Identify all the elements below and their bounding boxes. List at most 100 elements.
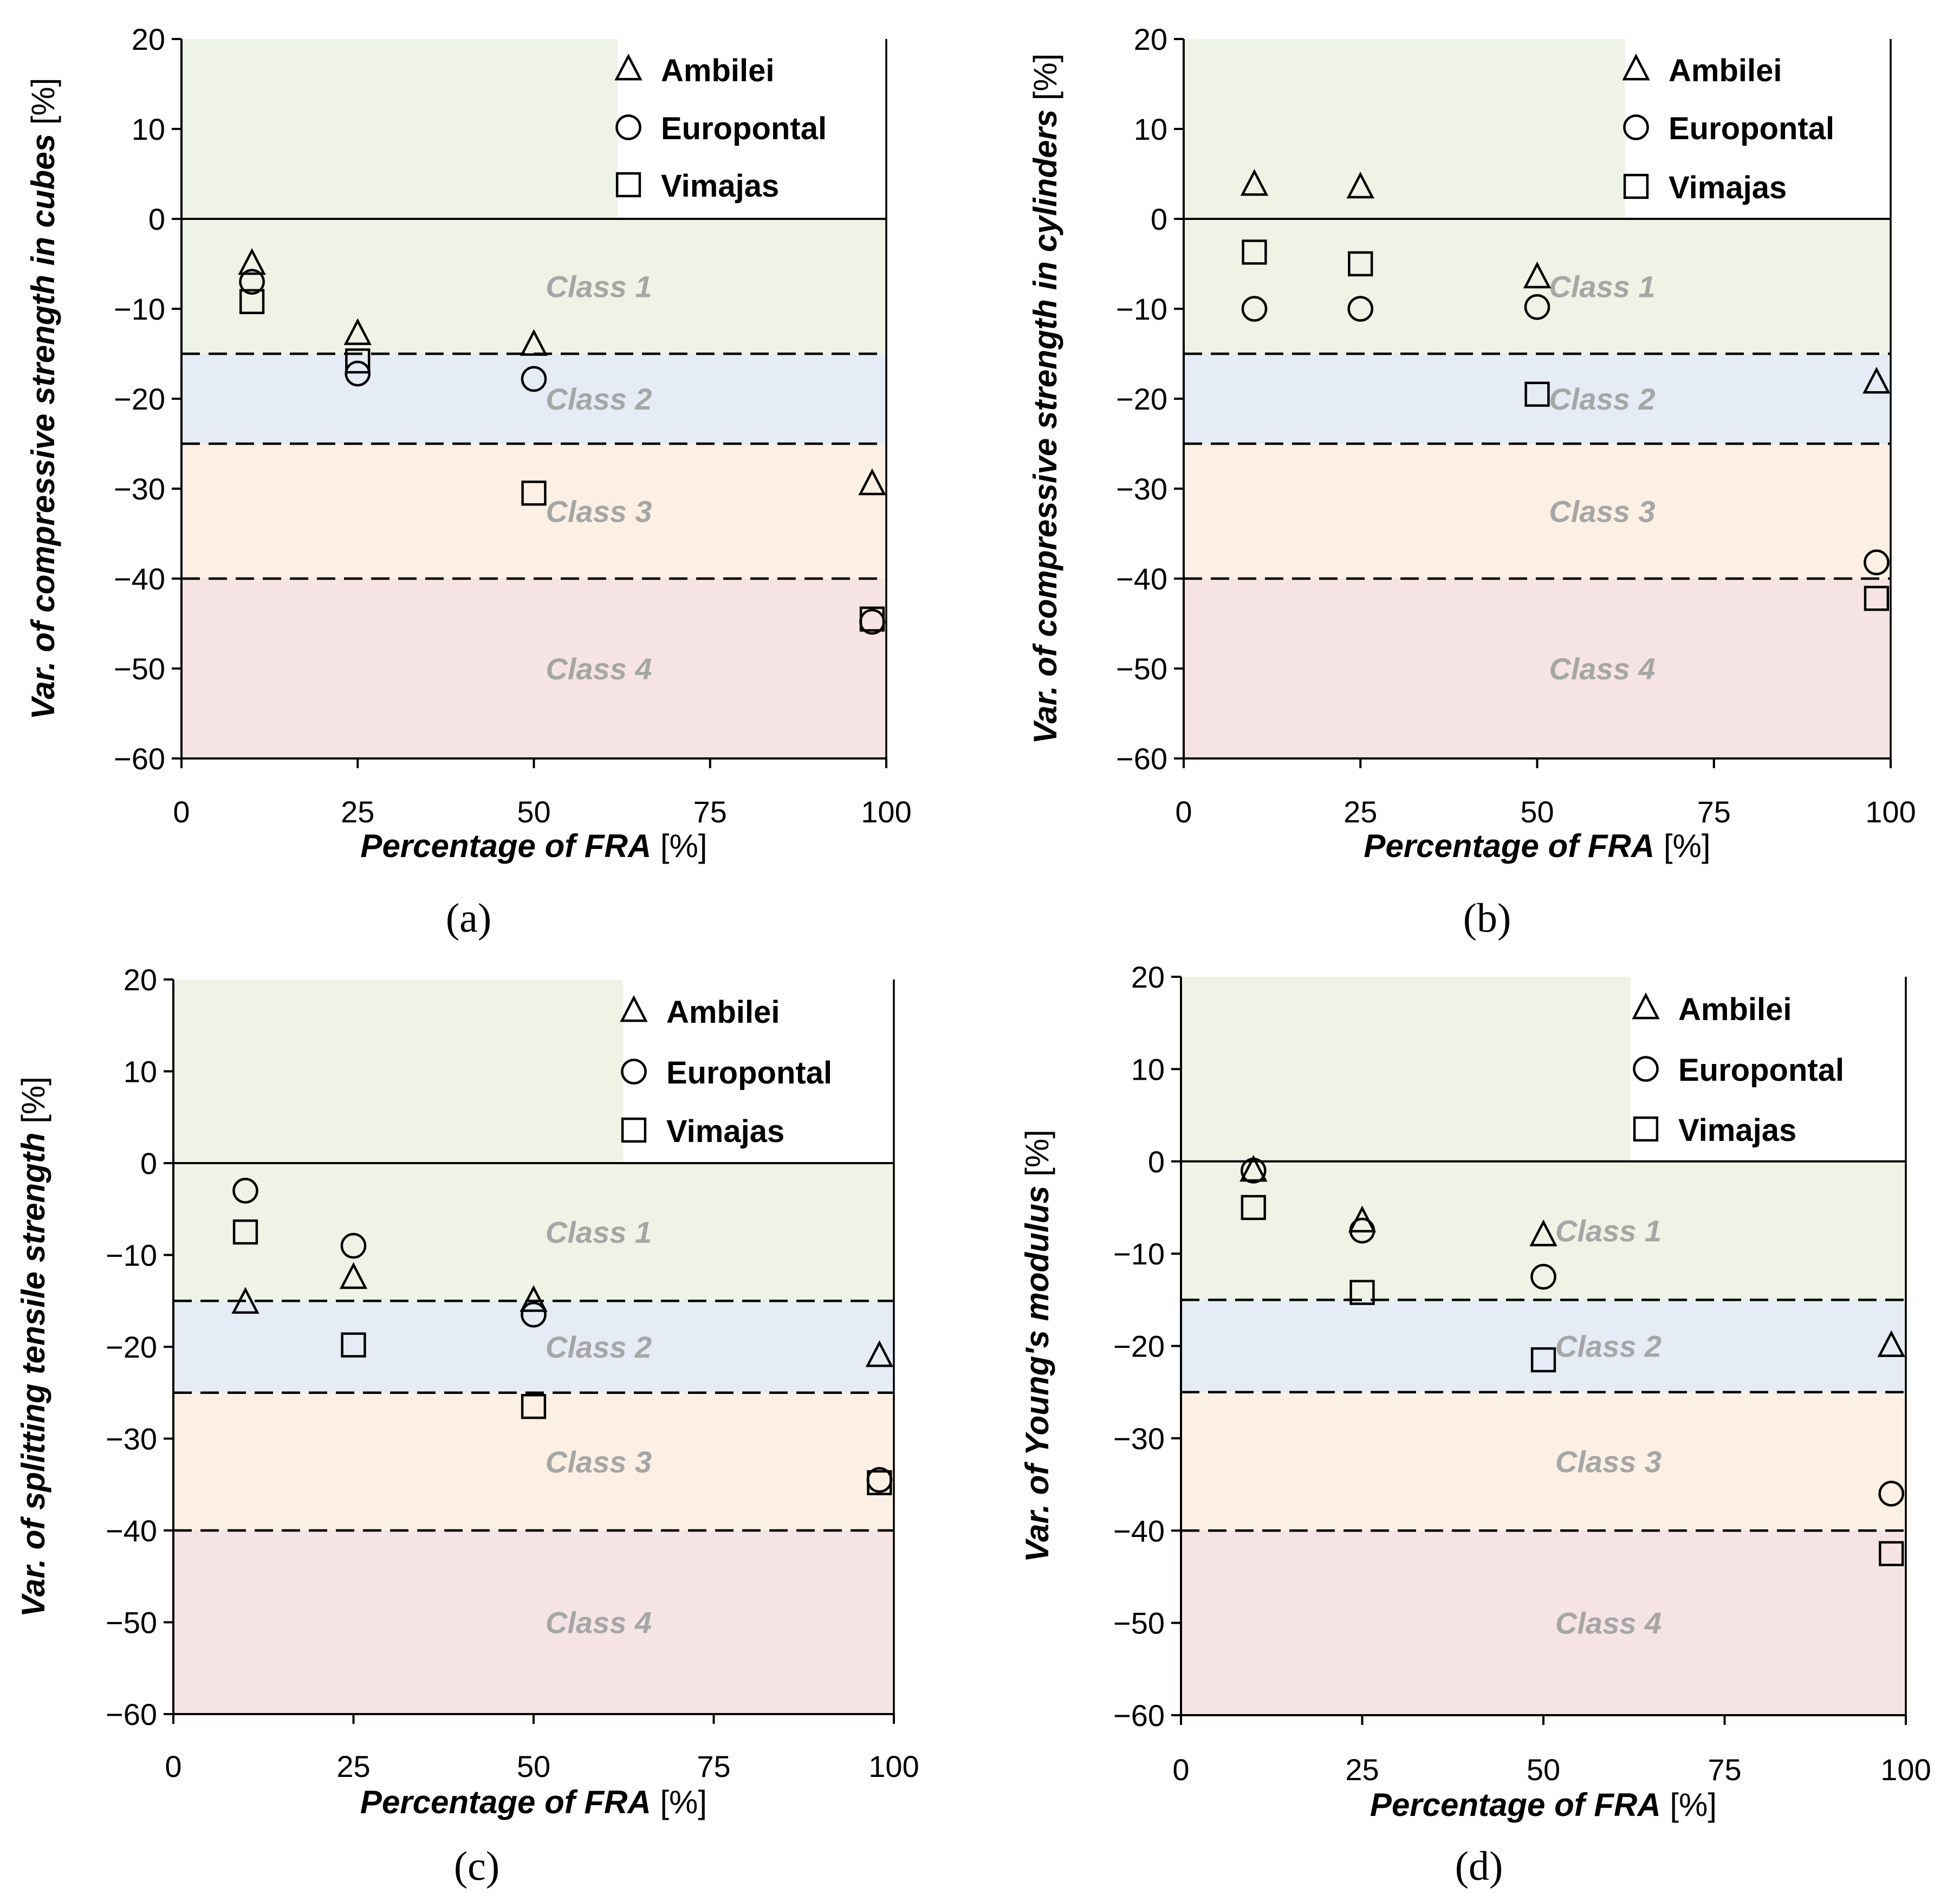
x-axis-label-text: Percentage of FRA — [1364, 828, 1654, 864]
data-point-europontal — [232, 1178, 258, 1204]
legend-box — [1625, 39, 1891, 219]
data-point-vimajas — [1349, 1280, 1375, 1305]
panel-label: (b) — [1463, 896, 1511, 941]
panel-label: (c) — [454, 1844, 499, 1889]
data-point-ambilei — [1529, 1219, 1557, 1247]
data-point-vimajas — [521, 481, 547, 506]
y-tick-label: −20 — [1116, 382, 1167, 416]
y-tick-label: −60 — [1113, 1698, 1165, 1733]
top-zone-band — [173, 979, 623, 1163]
y-tick-label: −10 — [114, 292, 165, 326]
y-tick-label: −40 — [1116, 562, 1167, 596]
y-tick-label: −30 — [106, 1422, 157, 1456]
y-axis-label-text: Var. of compressive strength in cylinder… — [1027, 109, 1063, 744]
y-tick-label: 0 — [1148, 1145, 1165, 1179]
y-tick-label: −60 — [106, 1697, 157, 1731]
x-tick-label: 75 — [693, 795, 727, 829]
y-axis-label-text: Var. of compressive strength in cubes — [25, 134, 61, 719]
data-point-ambilei — [1523, 261, 1552, 289]
class-band-2 — [173, 1301, 894, 1393]
top-zone-band — [1181, 977, 1631, 1162]
y-tick-label: −20 — [1113, 1329, 1165, 1364]
legend-marker-circle — [1633, 1056, 1659, 1082]
data-point-ambilei — [1240, 168, 1269, 196]
x-tick-label: 75 — [1697, 795, 1731, 829]
y-tick-label: −10 — [1116, 292, 1167, 326]
data-point-europontal — [1878, 1481, 1905, 1507]
class-band-4 — [1184, 579, 1891, 758]
class-label: Class 4 — [1549, 652, 1655, 686]
y-axis-label-unit: [%] — [25, 78, 61, 134]
y-tick-label: 0 — [148, 202, 165, 236]
y-tick-label: 20 — [1134, 22, 1167, 56]
class-band-4 — [1181, 1530, 1906, 1715]
x-tick-label: 0 — [165, 1749, 181, 1783]
class-band-3 — [1181, 1392, 1906, 1531]
x-axis-label: Percentage of FRA [%] — [360, 1784, 707, 1820]
data-point-vimajas — [859, 606, 885, 632]
y-axis-label-unit: [%] — [1027, 54, 1063, 109]
data-point-vimajas — [345, 348, 371, 374]
class-band-1 — [1181, 1161, 1906, 1300]
x-tick-label: 75 — [1708, 1753, 1741, 1787]
data-point-vimajas — [1864, 586, 1890, 611]
x-tick-label: 50 — [517, 1749, 550, 1783]
class-band-4 — [181, 579, 886, 758]
data-point-europontal — [1524, 294, 1550, 320]
class-label: Class 4 — [546, 1606, 652, 1640]
legend-marker-triangle — [1622, 53, 1650, 81]
class-label: Class 1 — [1549, 270, 1655, 304]
x-axis-label: Percentage of FRA [%] — [360, 828, 707, 864]
class-band-1 — [173, 1163, 894, 1301]
y-tick-label: −10 — [1113, 1237, 1165, 1271]
y-tick-label: −50 — [1116, 652, 1167, 686]
data-point-vimajas — [1530, 1347, 1556, 1373]
legend-box — [618, 39, 886, 219]
y-axis-label: Var. of compressive strength in cylinder… — [1027, 54, 1063, 744]
class-label: Class 1 — [546, 270, 652, 304]
x-tick-label: 25 — [336, 1749, 370, 1783]
legend-marker-circle — [1623, 114, 1649, 140]
x-tick-label: 0 — [1172, 1753, 1189, 1787]
x-axis-label-text: Percentage of FRA — [360, 1784, 651, 1820]
class-label: Class 2 — [1555, 1329, 1662, 1364]
legend-label: Vimajas — [661, 168, 779, 204]
legend-label: Ambilei — [1678, 992, 1792, 1027]
class-band-2 — [1181, 1300, 1906, 1392]
data-point-europontal — [521, 1301, 547, 1328]
y-tick-label: 10 — [124, 1055, 157, 1089]
y-tick-label: −20 — [106, 1330, 157, 1364]
data-point-vimajas — [521, 1394, 547, 1419]
y-tick-label: −30 — [1113, 1422, 1165, 1456]
y-axis-label-text: Var. of splitting tensile strength — [15, 1132, 51, 1617]
x-tick-label: 75 — [697, 1749, 730, 1783]
y-axis-label: Var. of Young's modulus [%] — [1019, 1130, 1055, 1562]
x-axis-label-unit: [%] — [651, 828, 707, 864]
y-tick-label: 20 — [132, 22, 165, 56]
class-label: Class 1 — [1555, 1214, 1662, 1248]
legend-label: Europontal — [666, 1055, 832, 1091]
data-point-ambilei — [339, 1262, 368, 1289]
data-point-europontal — [239, 269, 265, 295]
y-tick-label: −30 — [1116, 472, 1167, 506]
legend-label: Ambilei — [1669, 53, 1782, 88]
y-tick-label: −50 — [106, 1606, 157, 1640]
data-point-vimajas — [867, 1470, 892, 1496]
data-point-ambilei — [520, 329, 548, 356]
data-point-vimajas — [1524, 381, 1550, 407]
y-tick-label: 0 — [1151, 202, 1167, 236]
legend-marker-square — [615, 172, 641, 198]
legend-label: Ambilei — [666, 995, 780, 1030]
y-tick-label: −10 — [106, 1238, 157, 1273]
class-band-2 — [1184, 354, 1891, 444]
data-point-ambilei — [520, 1285, 548, 1312]
legend-marker-triangle — [1632, 992, 1660, 1020]
legend-marker-square — [1633, 1116, 1659, 1142]
y-tick-label: −60 — [1116, 742, 1167, 776]
x-axis-label: Percentage of FRA [%] — [1364, 828, 1710, 864]
legend-marker-triangle — [614, 53, 642, 81]
legend-box — [623, 979, 894, 1163]
